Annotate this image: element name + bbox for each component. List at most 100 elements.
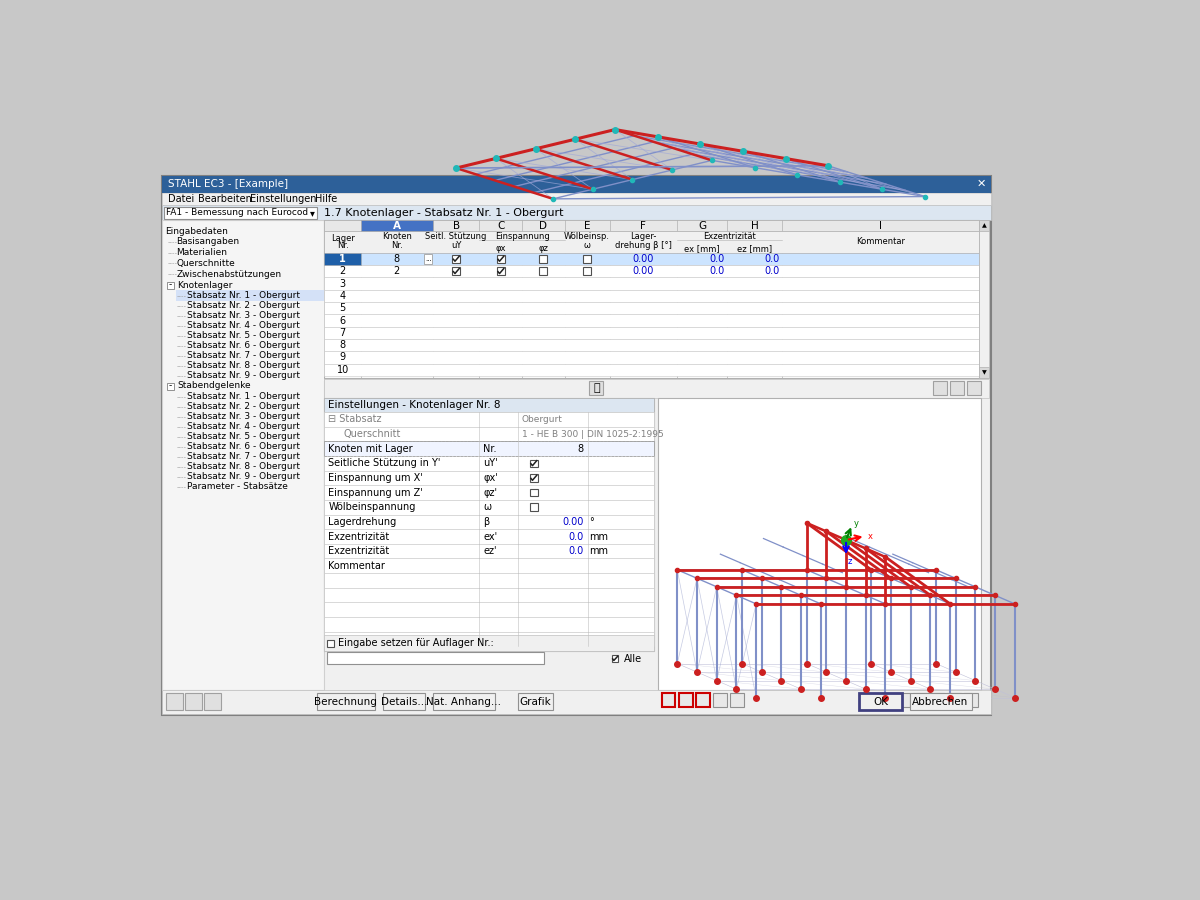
Bar — [176, 291, 324, 302]
Text: Materialien: Materialien — [176, 248, 227, 257]
Text: ----: ---- — [176, 404, 186, 410]
Text: 0.0: 0.0 — [569, 546, 584, 556]
Text: Datei: Datei — [168, 194, 194, 204]
Bar — [529, 460, 538, 467]
Text: Stabsatz Nr. 7 - Obergurt: Stabsatz Nr. 7 - Obergurt — [187, 453, 300, 462]
Bar — [324, 364, 979, 376]
Text: E: E — [584, 220, 590, 230]
Bar — [529, 503, 538, 511]
Bar — [176, 351, 324, 361]
Bar — [324, 635, 654, 651]
Text: Nr.: Nr. — [484, 444, 497, 454]
Text: H: H — [751, 220, 758, 230]
Text: Nr.: Nr. — [391, 240, 403, 249]
Text: F: F — [641, 220, 647, 230]
Bar — [324, 379, 989, 398]
Text: ----: ---- — [176, 473, 186, 480]
Text: ----: ---- — [176, 292, 186, 299]
Bar — [324, 471, 654, 485]
Bar — [162, 193, 991, 205]
Text: ----: ---- — [176, 333, 186, 339]
Text: Knoten: Knoten — [382, 232, 412, 241]
Bar — [324, 351, 979, 364]
Bar — [713, 693, 727, 707]
Bar — [162, 220, 324, 690]
Bar — [324, 220, 979, 231]
Text: Einstellungen: Einstellungen — [251, 194, 317, 204]
Text: uY': uY' — [484, 458, 498, 468]
Bar — [204, 693, 221, 710]
Bar — [324, 573, 654, 588]
Text: A: A — [392, 220, 401, 230]
Text: 3: 3 — [340, 279, 346, 289]
Text: ----: ---- — [176, 323, 186, 328]
Text: G: G — [698, 220, 707, 230]
Bar — [176, 310, 324, 321]
Bar — [661, 693, 676, 707]
Bar — [326, 652, 544, 664]
Bar — [324, 302, 979, 314]
Bar — [324, 253, 361, 266]
Bar — [176, 371, 324, 382]
Text: Stabsatz Nr. 4 - Obergurt: Stabsatz Nr. 4 - Obergurt — [187, 321, 300, 330]
Bar — [176, 340, 324, 351]
Text: ----: ---- — [168, 250, 178, 256]
Bar — [433, 693, 494, 710]
Bar — [324, 515, 654, 529]
Text: Stabsatz Nr. 1 - Obergurt: Stabsatz Nr. 1 - Obergurt — [187, 292, 300, 301]
Text: ✕: ✕ — [977, 179, 986, 189]
Text: 0.0: 0.0 — [764, 266, 779, 276]
Text: Stabsatz Nr. 2 - Obergurt: Stabsatz Nr. 2 - Obergurt — [187, 302, 300, 310]
Bar — [589, 382, 604, 395]
Text: Exzentrizität: Exzentrizität — [329, 546, 390, 556]
Text: Bearbeiten: Bearbeiten — [198, 194, 252, 204]
Text: φx': φx' — [484, 473, 498, 483]
Bar — [452, 255, 460, 263]
Bar — [162, 205, 991, 220]
Text: FA1 - Bemessung nach Eurocod: FA1 - Bemessung nach Eurocod — [167, 208, 308, 217]
Text: Stabendgelenke: Stabendgelenke — [178, 382, 251, 391]
Text: Lager: Lager — [331, 234, 354, 243]
Bar — [166, 693, 182, 710]
Bar — [324, 456, 654, 471]
Bar — [324, 314, 979, 327]
Bar — [930, 693, 943, 707]
Bar — [658, 399, 980, 690]
Bar — [529, 474, 538, 482]
Text: 0.0: 0.0 — [764, 254, 779, 264]
Bar — [324, 327, 979, 339]
Bar — [324, 277, 979, 290]
Text: Stabsatz Nr. 5 - Obergurt: Stabsatz Nr. 5 - Obergurt — [187, 432, 300, 441]
Bar — [730, 693, 744, 707]
Text: Stabsatz Nr. 6 - Obergurt: Stabsatz Nr. 6 - Obergurt — [187, 442, 300, 451]
Text: Parameter - Stabsätze: Parameter - Stabsätze — [187, 482, 288, 491]
Text: Kommentar: Kommentar — [856, 238, 905, 247]
Text: Stabsatz Nr. 1 - Obergurt: Stabsatz Nr. 1 - Obergurt — [187, 392, 300, 401]
Text: Stabsatz Nr. 9 - Obergurt: Stabsatz Nr. 9 - Obergurt — [187, 472, 300, 482]
Bar — [979, 220, 989, 231]
Text: Einspannung um Z': Einspannung um Z' — [329, 488, 424, 498]
Text: Basisangaben: Basisangaben — [176, 238, 240, 247]
Text: mm: mm — [589, 532, 608, 542]
Text: ⊟ Stabsatz: ⊟ Stabsatz — [329, 415, 382, 425]
Text: Abbrechen: Abbrechen — [912, 697, 968, 706]
Bar — [324, 602, 654, 617]
Bar — [497, 255, 504, 263]
Bar — [913, 693, 926, 707]
Bar — [583, 255, 590, 263]
Text: ----: ---- — [176, 303, 186, 309]
Bar — [167, 282, 174, 289]
Text: Obergurt: Obergurt — [522, 415, 563, 424]
Text: 0.0: 0.0 — [710, 254, 725, 264]
Text: 6: 6 — [340, 316, 346, 326]
Bar — [324, 500, 654, 515]
Text: 9: 9 — [340, 353, 346, 363]
Text: ω: ω — [484, 502, 491, 512]
Bar — [529, 489, 538, 497]
Text: 0.0: 0.0 — [710, 266, 725, 276]
Bar — [324, 266, 979, 277]
Text: 8: 8 — [578, 444, 584, 454]
Text: Stabsatz Nr. 6 - Obergurt: Stabsatz Nr. 6 - Obergurt — [187, 341, 300, 350]
Text: Stabsatz Nr. 3 - Obergurt: Stabsatz Nr. 3 - Obergurt — [187, 311, 300, 320]
Bar — [324, 399, 654, 651]
